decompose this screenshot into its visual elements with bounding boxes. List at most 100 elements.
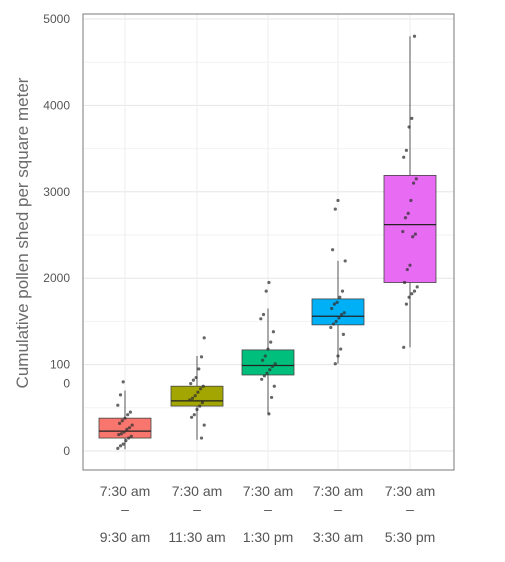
data-point bbox=[412, 289, 417, 293]
data-point bbox=[188, 398, 192, 402]
data-point bbox=[343, 259, 347, 263]
data-point bbox=[125, 427, 129, 431]
data-point bbox=[129, 434, 133, 438]
x-tick-line-3: 3:30 am bbox=[312, 529, 364, 545]
y-tick-label: 5000 bbox=[43, 12, 70, 26]
data-point bbox=[190, 415, 194, 419]
iqr-box bbox=[170, 385, 224, 407]
data-point bbox=[412, 34, 417, 38]
plot-panel bbox=[82, 13, 455, 471]
data-point bbox=[271, 330, 275, 334]
x-tick-line-1: 7:30 am bbox=[312, 483, 364, 499]
data-point bbox=[118, 421, 122, 425]
data-point bbox=[196, 390, 200, 394]
data-point bbox=[409, 198, 413, 203]
x-tick-line-3: 1:30 pm bbox=[242, 529, 294, 545]
data-point bbox=[117, 432, 121, 437]
data-point bbox=[121, 442, 125, 446]
x-tick-label: 7:30 am – 1:30 pm bbox=[233, 482, 303, 546]
data-point bbox=[267, 280, 271, 285]
y-tick-label: 3000 bbox=[43, 185, 70, 199]
data-point bbox=[123, 416, 127, 420]
data-point bbox=[406, 211, 410, 215]
data-point bbox=[195, 407, 199, 412]
data-point bbox=[335, 300, 339, 304]
data-point bbox=[408, 263, 412, 267]
data-point bbox=[332, 302, 336, 306]
y-tick-label: 100 0 bbox=[50, 358, 70, 391]
data-point bbox=[199, 355, 204, 359]
data-point bbox=[262, 374, 266, 378]
data-point bbox=[403, 216, 408, 220]
data-point bbox=[334, 319, 338, 323]
data-point bbox=[202, 336, 206, 340]
data-point bbox=[412, 181, 416, 185]
data-point bbox=[415, 285, 419, 289]
data-point bbox=[411, 235, 415, 239]
x-tick-line-2: – bbox=[406, 501, 414, 517]
data-point bbox=[130, 423, 134, 427]
data-point bbox=[333, 207, 337, 211]
data-point bbox=[267, 412, 271, 416]
data-point bbox=[128, 410, 132, 414]
data-point bbox=[121, 380, 125, 384]
data-point bbox=[341, 332, 345, 336]
data-point bbox=[407, 295, 411, 299]
data-point bbox=[402, 155, 406, 159]
data-point bbox=[329, 325, 333, 330]
data-point bbox=[201, 384, 205, 388]
data-point bbox=[116, 403, 120, 407]
data-point bbox=[198, 404, 202, 408]
data-point bbox=[414, 177, 418, 181]
data-point bbox=[333, 362, 337, 366]
box-5 bbox=[383, 36, 437, 348]
data-point bbox=[405, 267, 409, 272]
x-tick-line-1: 7:30 am bbox=[384, 483, 436, 499]
jitter-points bbox=[116, 34, 419, 451]
y-axis-label: Cumulative pollen shed per square meter bbox=[13, 77, 32, 389]
box-3 bbox=[241, 308, 295, 414]
data-point bbox=[401, 229, 405, 234]
data-point bbox=[336, 354, 340, 358]
box-4 bbox=[311, 260, 365, 364]
data-point bbox=[264, 289, 268, 293]
data-point bbox=[126, 413, 130, 417]
x-tick-label: 7:30 am – 5:30 pm bbox=[375, 482, 445, 546]
data-point bbox=[127, 436, 131, 440]
data-point bbox=[404, 302, 408, 306]
data-point bbox=[410, 292, 414, 296]
data-point bbox=[403, 280, 407, 285]
x-tick-label: 7:30 am – 11:30 am bbox=[162, 482, 232, 546]
data-point bbox=[191, 378, 195, 382]
data-point bbox=[410, 116, 414, 120]
data-point bbox=[259, 317, 263, 321]
data-point bbox=[413, 232, 417, 236]
data-point bbox=[260, 377, 264, 381]
data-point bbox=[407, 125, 411, 129]
x-tick-line-1: 7:30 am bbox=[242, 483, 294, 499]
data-point bbox=[337, 316, 341, 320]
data-point bbox=[120, 419, 124, 423]
iqr-box bbox=[98, 417, 152, 439]
data-point bbox=[272, 384, 276, 388]
data-point bbox=[266, 347, 270, 351]
x-tick-line-2: – bbox=[334, 501, 342, 517]
data-point bbox=[338, 295, 342, 299]
data-point bbox=[202, 423, 206, 427]
x-tick-line-3: 9:30 am bbox=[99, 529, 151, 545]
data-point bbox=[342, 311, 346, 315]
x-tick-label: 7:30 am – 9:30 am bbox=[90, 482, 160, 546]
x-tick-line-1: 7:30 am bbox=[171, 483, 223, 499]
data-point bbox=[200, 401, 204, 405]
data-point bbox=[116, 446, 120, 451]
x-tick-line-2: – bbox=[121, 501, 129, 517]
data-point bbox=[118, 444, 123, 448]
data-point bbox=[273, 362, 277, 366]
data-point bbox=[190, 396, 195, 400]
iqr-box bbox=[241, 349, 295, 376]
data-point bbox=[336, 198, 340, 203]
y-tick-label: 4000 bbox=[43, 98, 70, 112]
data-point bbox=[122, 430, 126, 434]
data-point bbox=[270, 395, 274, 400]
